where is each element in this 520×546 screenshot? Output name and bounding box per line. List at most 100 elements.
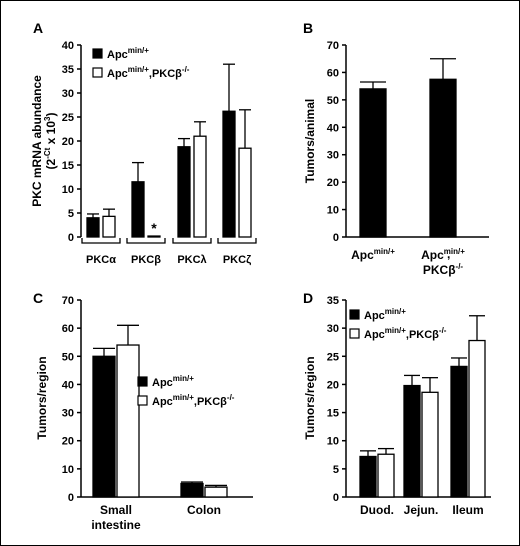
y-tick-label: 15	[327, 408, 339, 420]
category-name: Jejun.	[404, 503, 439, 517]
legend-swatch	[92, 48, 103, 59]
panel-letter: D	[303, 290, 313, 306]
y-tick-label: 15	[62, 160, 74, 172]
y-tick-label: 40	[62, 40, 74, 52]
panel-d: D 0 5 10 15 20 25 30 35 Tumors/region Duod. Jejun. I…	[303, 290, 491, 517]
y-tick-label: 30	[327, 323, 339, 335]
y-tick-label: 10	[327, 205, 339, 217]
y-tick-label: 0	[333, 232, 339, 244]
y-tick-label: 50	[62, 351, 74, 363]
bar	[222, 110, 236, 238]
legend-name: Apc	[364, 329, 385, 341]
bar	[238, 147, 252, 238]
category-label: Ileum	[452, 503, 483, 517]
y-tick-label: 40	[62, 379, 74, 391]
y-tick-label: 30	[327, 150, 339, 162]
y-axis-label-text: Tumors/animal	[303, 99, 317, 183]
category-suffix: ,	[447, 247, 450, 261]
category-name: Small	[100, 503, 132, 517]
bar	[377, 453, 395, 498]
panel-letter: C	[33, 290, 43, 306]
y-tick-label: 10	[62, 464, 74, 476]
bar	[147, 235, 161, 238]
category-label: Apcmin/+	[421, 247, 465, 262]
y-axis-label-text: Tumors/region	[35, 356, 49, 439]
bar	[177, 146, 191, 238]
y-tick-label: 20	[62, 136, 74, 148]
panel-letter: A	[33, 20, 43, 36]
legend-sup: min/+	[173, 393, 194, 402]
bar	[204, 486, 228, 498]
category-label: PKCα	[86, 254, 116, 266]
y-tick-label: 70	[62, 295, 74, 307]
significance-mark: *	[151, 220, 157, 236]
bar	[193, 135, 207, 238]
legend-swatch	[137, 395, 148, 406]
bar	[131, 181, 145, 238]
units-close: )	[44, 113, 58, 117]
category-name: Apc	[421, 248, 444, 262]
bar	[102, 215, 116, 238]
legend-suffix-sup: -/-	[439, 326, 447, 335]
legend-suffix: ,PKCβ	[194, 396, 227, 408]
legend-label: Apcmin/+	[107, 46, 149, 61]
y-tick-label: 20	[327, 379, 339, 391]
category-label: Small	[100, 503, 132, 517]
bar	[86, 217, 100, 238]
legend-suffix: ,PKCβ	[406, 329, 439, 341]
category-label-line2: intestine	[91, 518, 141, 532]
category-name: Apc	[351, 248, 374, 262]
legend-swatch	[92, 67, 103, 78]
y-axis-label-text: Tumors/region	[303, 356, 317, 439]
category-name: Colon	[187, 503, 221, 517]
legend-label: Apcmin/+	[364, 307, 406, 322]
y-axis-label: Tumors/animal	[303, 99, 317, 183]
legend-swatch	[137, 376, 148, 387]
legend-sup: min/+	[173, 374, 194, 383]
y-tick-label: 25	[62, 112, 74, 124]
legend-label: Apcmin/+,PKCβ-/-	[364, 326, 447, 341]
category-bracket	[81, 238, 121, 244]
y-axis-units: (2-Ct x 103)	[43, 113, 58, 170]
bar	[421, 391, 439, 498]
legend-suffix-sup: -/-	[182, 65, 190, 74]
panel-letter: B	[303, 20, 313, 36]
category-line2-name: intestine	[91, 518, 141, 532]
panel-c: C 0 10 20 30 40 50 60 70 Tumors/region Smallintest…	[33, 290, 253, 532]
legend-name: Apc	[152, 396, 173, 408]
category-label: Apcmin/+	[351, 247, 395, 262]
legend-label: Apcmin/+,PKCβ-/-	[152, 393, 235, 408]
y-tick-label: 20	[62, 436, 74, 448]
panel-a: A 0 5 10 15 20 25 30 35 40 PKC mRNA abundance (2-Ct…	[30, 20, 257, 266]
bar	[450, 365, 468, 498]
category-bracket	[217, 238, 257, 244]
category-label: Colon	[187, 503, 221, 517]
y-tick-label: 5	[333, 464, 339, 476]
legend-swatch	[349, 309, 360, 320]
units-sup: -Ct	[43, 147, 52, 158]
y-tick-label: 30	[62, 88, 74, 100]
y-tick-label: 60	[62, 323, 74, 335]
y-tick-label: 25	[327, 351, 339, 363]
units-mid: x 10	[44, 121, 58, 148]
bar	[92, 355, 116, 498]
category-name: Duod.	[360, 503, 394, 517]
y-tick-label: 35	[62, 64, 74, 76]
category-line2-name: PKCβ	[423, 263, 456, 277]
category-label: Duod.	[360, 503, 394, 517]
bar	[180, 482, 204, 498]
units-sup2: 3	[43, 116, 52, 121]
legend-sup: min/+	[385, 307, 406, 316]
legend-suffix-sup: -/-	[227, 393, 235, 402]
bar	[429, 78, 457, 238]
category-bracket	[126, 238, 166, 244]
category-sup: min/+	[374, 247, 395, 256]
y-axis-label: Tumors/region	[35, 356, 49, 439]
legend-name: Apc	[107, 68, 128, 80]
legend-sup: min/+	[128, 65, 149, 74]
y-tick-label: 0	[333, 492, 339, 504]
y-tick-label: 60	[327, 67, 339, 79]
